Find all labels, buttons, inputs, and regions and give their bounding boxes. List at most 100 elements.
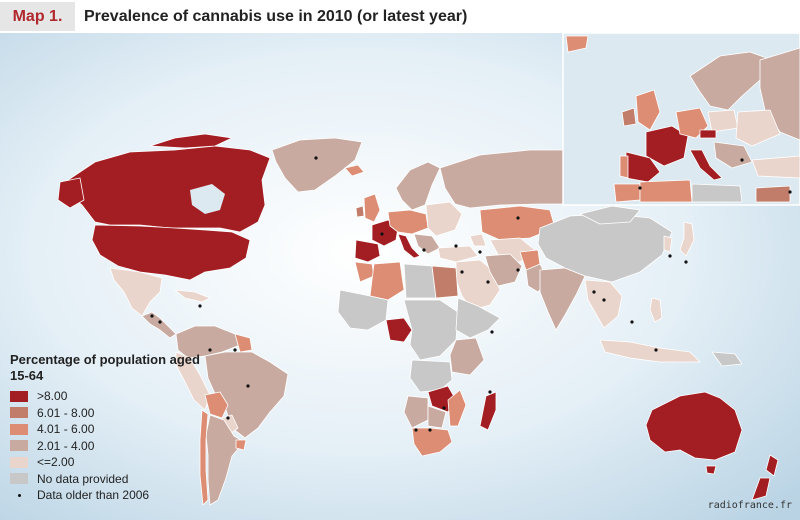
region-guianas bbox=[234, 333, 253, 353]
region-nigeria bbox=[385, 317, 413, 343]
legend-item: 2.01 - 4.00 bbox=[10, 438, 210, 454]
region-caribbean bbox=[174, 289, 211, 303]
region-philippines bbox=[649, 297, 663, 323]
region-balkans bbox=[413, 233, 441, 255]
inset-iceland bbox=[565, 35, 589, 53]
legend-item: >8.00 bbox=[10, 388, 210, 404]
inset-turkey bbox=[751, 155, 800, 179]
legend-label: No data provided bbox=[37, 471, 129, 486]
watermark: radiofrance.fr bbox=[707, 500, 792, 511]
legend-swatch bbox=[10, 473, 28, 484]
legend-label: >8.00 bbox=[37, 389, 68, 403]
region-madagascar bbox=[479, 391, 497, 431]
older-data-dot bbox=[233, 348, 237, 352]
region-west-africa bbox=[337, 289, 389, 331]
legend-item: No data provided bbox=[10, 471, 210, 487]
region-middle-east bbox=[455, 259, 501, 311]
region-greenland bbox=[271, 137, 363, 193]
region-iceland bbox=[344, 164, 365, 177]
region-canada-arctic bbox=[149, 133, 233, 149]
map-header: Map 1. Prevalence of cannabis use in 201… bbox=[0, 0, 800, 34]
older-data-dot bbox=[428, 428, 432, 432]
older-data-dot bbox=[414, 428, 418, 432]
older-data-dot bbox=[592, 290, 596, 294]
region-mongolia bbox=[579, 205, 641, 225]
region-new-zealand bbox=[751, 454, 779, 501]
legend-item-older-data: Data older than 2006 bbox=[10, 487, 210, 503]
inset-morocco bbox=[613, 183, 641, 203]
legend-label: 4.01 - 6.00 bbox=[37, 422, 95, 436]
region-italy bbox=[397, 233, 421, 259]
older-data-dot bbox=[788, 190, 792, 194]
region-uk bbox=[363, 193, 381, 223]
inset-east-europe bbox=[735, 109, 781, 147]
inset-egypt bbox=[755, 185, 791, 203]
older-data-dot bbox=[638, 186, 642, 190]
world-map-svg bbox=[0, 33, 800, 520]
region-peru bbox=[175, 351, 211, 411]
region-argentina bbox=[205, 414, 245, 506]
older-data-dot bbox=[630, 320, 634, 324]
older-data-dot bbox=[314, 156, 318, 160]
older-data-dot bbox=[208, 348, 212, 352]
older-data-dot bbox=[516, 216, 520, 220]
legend-item: 6.01 - 8.00 bbox=[10, 405, 210, 421]
region-central-europe bbox=[387, 209, 429, 235]
region-alaska bbox=[57, 177, 85, 209]
legend-swatch bbox=[10, 390, 28, 402]
inset-france bbox=[645, 125, 689, 167]
region-australia bbox=[645, 391, 743, 461]
older-data-dot bbox=[654, 348, 658, 352]
older-data-dot bbox=[488, 390, 492, 394]
older-data-dot bbox=[478, 250, 482, 254]
inset-italy bbox=[689, 149, 723, 181]
region-spain bbox=[354, 239, 381, 263]
older-data-dot bbox=[460, 270, 464, 274]
legend-label: <=2.00 bbox=[37, 455, 75, 469]
inset-czech bbox=[699, 129, 717, 139]
legend-label: 2.01 - 4.00 bbox=[37, 438, 95, 453]
legend-swatch bbox=[10, 440, 28, 451]
europe-inset bbox=[562, 33, 800, 206]
region-central-africa bbox=[403, 299, 459, 361]
region-indonesia bbox=[599, 339, 701, 363]
region-eastern-europe bbox=[425, 201, 463, 237]
legend-swatch bbox=[10, 423, 28, 435]
older-data-dot bbox=[740, 158, 744, 162]
older-data-dot bbox=[684, 260, 688, 264]
region-botswana bbox=[427, 405, 447, 429]
older-data-dot bbox=[422, 248, 426, 252]
inset-ireland bbox=[621, 107, 637, 127]
region-northern-south-america bbox=[175, 325, 241, 359]
inset-algeria bbox=[639, 179, 693, 203]
older-data-dot bbox=[516, 268, 520, 272]
older-data-dot bbox=[486, 280, 490, 284]
region-png bbox=[711, 351, 743, 367]
legend-title: Percentage of population aged 15-64 bbox=[10, 352, 200, 383]
inset-uk bbox=[635, 89, 661, 131]
older-data-dot bbox=[380, 232, 384, 236]
older-data-dot-icon bbox=[10, 488, 28, 502]
older-data-dot bbox=[490, 330, 494, 334]
region-namibia bbox=[403, 395, 429, 429]
older-data-dot bbox=[226, 416, 230, 420]
region-korea bbox=[663, 235, 673, 253]
older-data-dot bbox=[454, 244, 458, 248]
world-map bbox=[0, 33, 800, 520]
older-data-dot bbox=[246, 384, 250, 388]
hudson-bay bbox=[190, 184, 225, 214]
map-number-label: Map 1. bbox=[0, 2, 75, 31]
region-libya bbox=[403, 263, 437, 299]
legend-item: 4.01 - 6.00 bbox=[10, 421, 210, 437]
region-south-africa bbox=[411, 427, 453, 457]
legend-swatch bbox=[10, 456, 28, 468]
legend-swatch bbox=[10, 407, 28, 418]
region-mozambique bbox=[447, 389, 467, 427]
region-scandinavia bbox=[395, 161, 441, 211]
legend-older-label: Data older than 2006 bbox=[37, 488, 150, 502]
region-canada bbox=[67, 145, 271, 233]
region-mexico bbox=[109, 267, 163, 317]
region-uruguay bbox=[235, 439, 247, 451]
region-ireland bbox=[355, 205, 365, 218]
map-title: Prevalence of cannabis use in 2010 (or l… bbox=[84, 8, 468, 25]
